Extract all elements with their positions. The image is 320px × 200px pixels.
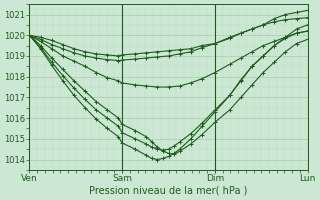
X-axis label: Pression niveau de la mer( hPa ): Pression niveau de la mer( hPa ) <box>89 186 248 196</box>
